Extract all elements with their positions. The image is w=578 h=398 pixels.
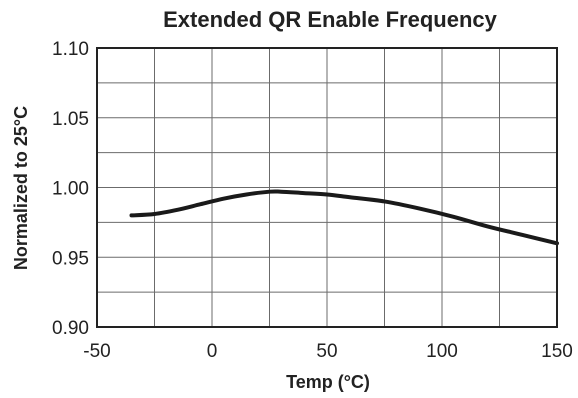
series-line-0 xyxy=(129,189,559,246)
chart-title: Extended QR Enable Frequency xyxy=(163,7,498,32)
y-axis-title: Normalized to 25°C xyxy=(11,106,31,270)
y-tick-label: 1.10 xyxy=(52,39,89,60)
x-tick-label: 100 xyxy=(426,341,458,362)
x-tick-label: 0 xyxy=(207,341,218,362)
x-axis-title: Temp (°C) xyxy=(286,372,370,392)
y-tick-label: 0.90 xyxy=(52,318,89,339)
x-tick-label: -50 xyxy=(83,341,110,362)
x-tick-labels: -50 0 50 100 150 xyxy=(83,341,573,362)
y-tick-label: 1.05 xyxy=(52,109,89,130)
y-tick-label: 0.95 xyxy=(52,248,89,269)
x-tick-label: 150 xyxy=(541,341,573,362)
grid-layer xyxy=(96,47,558,328)
plot-frame xyxy=(96,47,558,328)
x-tick-label: 50 xyxy=(316,341,337,362)
y-tick-label: 1.00 xyxy=(52,179,89,200)
y-tick-labels: 0.90 0.95 1.00 1.05 1.10 xyxy=(52,39,89,339)
series-layer xyxy=(129,189,559,246)
